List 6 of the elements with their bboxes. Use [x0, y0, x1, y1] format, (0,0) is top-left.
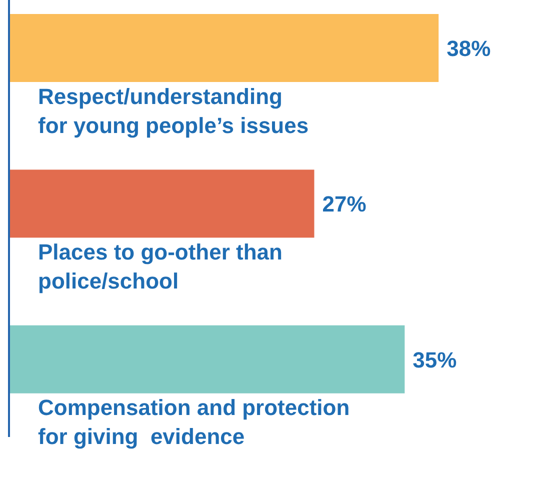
data-label: 38% — [446, 36, 491, 61]
y-tick-label: Compensation and protection for giving evidence — [38, 395, 350, 450]
y-tick-label: Respect/understanding for young people’s issues — [38, 84, 309, 138]
data-label: 27% — [322, 192, 366, 217]
y-tick-label: Places to go-other than police/school — [38, 240, 282, 294]
data-label: 35% — [412, 347, 457, 372]
